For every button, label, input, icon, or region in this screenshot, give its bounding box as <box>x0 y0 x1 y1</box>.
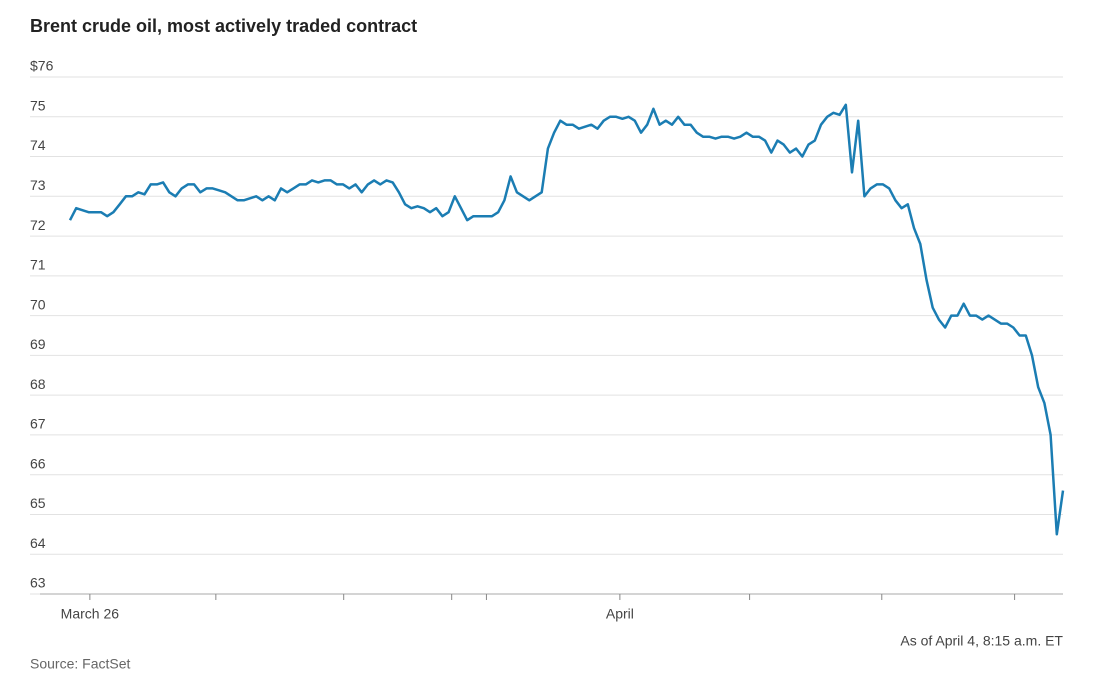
x-tick-label: April <box>606 606 634 622</box>
note: As of April 4, 8:15 a.m. ET <box>900 633 1063 649</box>
price-line <box>68 103 1065 536</box>
chart-title: Brent crude oil, most actively traded co… <box>30 16 417 36</box>
y-tick-label: 65 <box>30 495 46 511</box>
y-tick-label: 70 <box>30 296 46 312</box>
y-tick-label: 73 <box>30 177 46 193</box>
y-tick-label: 71 <box>30 257 46 273</box>
y-tick-label: 69 <box>30 336 46 352</box>
x-tick-label: March 26 <box>61 606 120 622</box>
y-tick-label: 63 <box>30 575 46 591</box>
y-tick-label: 72 <box>30 217 46 233</box>
y-tick-label: 68 <box>30 376 46 392</box>
y-tick-label: 66 <box>30 455 46 471</box>
y-tick-label: 67 <box>30 416 46 432</box>
source: Source: FactSet <box>30 656 130 672</box>
y-tick-label: 64 <box>30 535 46 551</box>
y-tick-label: $76 <box>30 58 54 74</box>
y-tick-label: 74 <box>30 137 46 153</box>
y-tick-label: 75 <box>30 97 46 113</box>
